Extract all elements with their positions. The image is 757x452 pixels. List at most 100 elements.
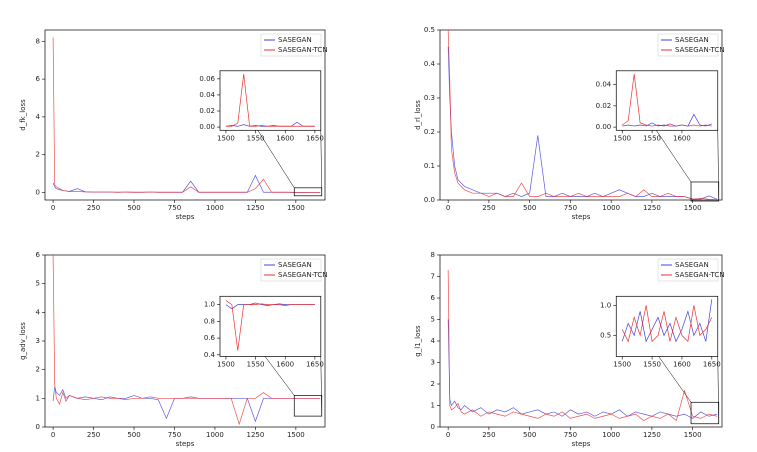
series-line: [52, 37, 321, 193]
zoom-connector: [717, 130, 719, 202]
y-tick-label: 4: [431, 337, 436, 345]
y-tick-label: 0: [36, 188, 40, 196]
legend-label: SASEGAN: [675, 261, 709, 269]
y-tick-label: 6: [431, 294, 436, 302]
plot-area: [219, 295, 322, 357]
y-tick-label: 6: [36, 75, 41, 83]
y-tick-label: 6: [36, 251, 41, 259]
y-tick-label: 0.02: [199, 107, 215, 115]
y-axis-label: d_fk_loss: [19, 99, 27, 131]
x-tick-label: 1500: [684, 431, 702, 439]
y-tick-label: 5: [431, 316, 435, 324]
y-axis-label: g_l1_loss: [414, 325, 422, 357]
legend-label: SASEGAN-TCN: [675, 271, 725, 279]
series-line: [447, 270, 718, 422]
y-tick-label: 0.5: [424, 26, 435, 34]
y-tick-label: 0.4: [204, 351, 216, 359]
x-tick-label: 0: [51, 431, 55, 439]
x-tick-label: 750: [564, 204, 577, 212]
series-line: [447, 30, 718, 200]
y-tick-label: 0.04: [596, 81, 612, 89]
y-axis-label: d_rl_loss: [414, 100, 422, 130]
x-tick-label: 1650: [703, 360, 721, 368]
y-tick-label: 2: [431, 380, 435, 388]
x-tick-label: 250: [482, 204, 495, 212]
inset-line: [225, 121, 315, 127]
plot-area: [615, 70, 719, 131]
y-tick-label: 0.00: [199, 123, 215, 131]
y-tick-label: 4: [36, 113, 41, 121]
x-tick-label: 1250: [246, 431, 264, 439]
series-line: [447, 319, 718, 419]
x-tick-label: 750: [168, 431, 181, 439]
y-tick-label: 0.06: [199, 75, 215, 83]
x-tick-label: 500: [523, 204, 536, 212]
x-tick-label: 1550: [247, 360, 265, 368]
y-tick-label: 0.2: [424, 128, 435, 136]
y-tick-label: 2: [36, 366, 40, 374]
y-tick-label: 0.3: [424, 94, 435, 102]
inset-line: [621, 299, 713, 343]
x-tick-label: 1650: [306, 134, 324, 142]
y-tick-label: 3: [36, 337, 40, 345]
y-tick-label: 0.8: [204, 317, 215, 325]
legend-label: SASEGAN-TCN: [278, 271, 328, 279]
x-tick-label: 1600: [673, 360, 691, 368]
x-axis-label: steps: [572, 440, 591, 448]
legend-label: SASEGAN: [278, 36, 312, 44]
legend-label: SASEGAN-TCN: [278, 46, 328, 54]
y-tick-label: 7: [431, 273, 435, 281]
x-tick-label: 1550: [247, 134, 265, 142]
x-tick-label: 1550: [643, 360, 661, 368]
y-tick-label: 1.0: [204, 301, 215, 309]
series-line: [447, 46, 718, 200]
legend-box: [657, 258, 719, 282]
y-tick-label: 5: [36, 280, 40, 288]
subplot: 0 250 500 750 1000 1250 1500 0 1 2 3 4 5 6 steps g_adv_…: [19, 251, 328, 448]
subplot: 0 250 500 750 1000 1250 1500 0 1 2 3 4 5 6 7 8 steps g_l1…: [414, 251, 725, 448]
legend-label: SASEGAN: [278, 261, 312, 269]
x-tick-label: 0: [446, 204, 450, 212]
x-tick-label: 1250: [643, 431, 661, 439]
x-tick-label: 1250: [643, 204, 661, 212]
x-tick-label: 1600: [276, 360, 294, 368]
plot-area: [219, 70, 322, 131]
y-tick-label: 4: [36, 308, 41, 316]
x-tick-label: 1000: [602, 431, 620, 439]
zoom-connector: [320, 130, 323, 196]
y-tick-label: 0: [36, 423, 40, 431]
x-axis-label: steps: [176, 213, 195, 221]
x-tick-label: 1000: [602, 204, 620, 212]
x-tick-label: 1600: [276, 134, 294, 142]
y-tick-label: 0.5: [600, 331, 611, 339]
inset-line: [622, 73, 712, 127]
y-tick-label: 3: [431, 359, 435, 367]
x-axis-label: steps: [176, 440, 195, 448]
y-tick-label: 0.1: [424, 162, 435, 170]
inset-line: [622, 113, 712, 127]
y-tick-label: 0.02: [596, 102, 612, 110]
zoom-connector: [320, 356, 323, 417]
x-tick-label: 0: [51, 204, 55, 212]
x-tick-label: 1500: [613, 360, 631, 368]
inset-line: [225, 73, 315, 127]
x-tick-label: 750: [168, 204, 181, 212]
x-axis-label: steps: [572, 213, 591, 221]
x-tick-label: 500: [127, 431, 140, 439]
x-tick-label: 250: [87, 204, 100, 212]
x-tick-label: 250: [87, 431, 100, 439]
x-tick-label: 750: [564, 431, 577, 439]
x-tick-label: 500: [127, 204, 140, 212]
y-tick-label: 8: [431, 251, 435, 259]
y-tick-label: 0.00: [596, 123, 612, 131]
y-tick-label: 0.4: [424, 60, 436, 68]
x-tick-label: 1500: [684, 204, 702, 212]
x-tick-label: 0: [446, 431, 450, 439]
y-tick-label: 2: [36, 151, 40, 159]
subplot: 0 250 500 750 1000 1250 1500 0 2 4 6 8 steps d_fk_los…: [19, 29, 328, 221]
y-tick-label: 1: [36, 394, 40, 402]
legend-box: [657, 33, 719, 57]
x-tick-label: 1600: [673, 134, 691, 142]
y-tick-label: 1: [431, 402, 435, 410]
x-tick-label: 1650: [306, 360, 324, 368]
